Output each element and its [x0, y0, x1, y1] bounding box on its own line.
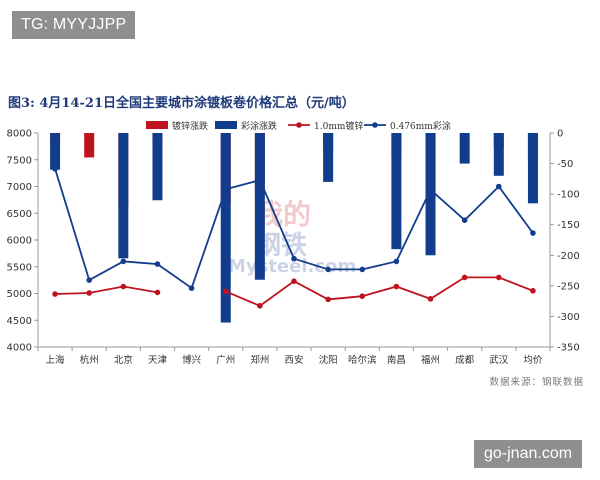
category-label: 均价 [523, 354, 543, 366]
legend-label: 0.476mm彩涂 [390, 120, 451, 132]
right-tick-label: -350 [557, 343, 580, 354]
legend-marker [296, 122, 302, 128]
galvanized-price-point [120, 283, 127, 290]
color-coated-change-bar [220, 133, 231, 323]
color-coated-price-point [427, 186, 434, 193]
color-coated-change-bar [118, 133, 129, 259]
color-coated-price-point [52, 166, 58, 172]
galvanized-price-point [154, 289, 161, 296]
galvanized-price-point [257, 303, 263, 309]
category-label: 福州 [421, 354, 440, 366]
legend-marker [372, 122, 378, 128]
category-label: 沈阳 [319, 354, 338, 366]
left-tick-label: 5000 [7, 289, 32, 300]
category-label: 天津 [148, 355, 168, 366]
galvanized-price-point [461, 274, 468, 281]
right-tick-label: -250 [557, 281, 580, 292]
category-label: 博兴 [182, 354, 201, 366]
color-coated-price-point [325, 266, 331, 273]
category-label: 北京 [114, 354, 133, 366]
right-tick-label: -100 [557, 190, 580, 201]
category-label: 南昌 [387, 354, 406, 366]
left-tick-label: 8000 [7, 129, 32, 140]
color-coated-price-point [393, 258, 400, 265]
data-source-note: 数据来源：钢联数据 [489, 377, 584, 388]
galvanized-price-line [55, 276, 534, 307]
left-tick-label: 7500 [7, 155, 32, 166]
color-coated-price-point [154, 261, 161, 267]
color-coated-change-bar [50, 133, 61, 170]
color-coated-price-point [359, 266, 366, 273]
category-label: 上海 [46, 354, 66, 366]
right-tick-label: -150 [557, 220, 580, 231]
color-coated-change-bar [527, 133, 538, 204]
galvanized-price-point [496, 274, 502, 281]
color-coated-price-point [86, 277, 92, 283]
left-tick-label: 4500 [7, 316, 32, 327]
category-label: 西安 [284, 354, 303, 366]
legend-swatch [215, 121, 237, 129]
galvanized-price-point [52, 291, 58, 297]
legend-label: 镀锌涨跌 [172, 120, 208, 132]
right-tick-label: -300 [557, 312, 580, 323]
color-coated-change-bar [493, 133, 504, 176]
color-coated-price-point [496, 183, 502, 190]
left-tick-label: 6000 [7, 236, 32, 247]
category-label: 广州 [216, 354, 235, 366]
axes: 4000 4500 5000 5500 6000 6500 7000 7500 8000 -350… [7, 129, 580, 367]
color-coated-change-bar [425, 133, 436, 256]
galvanized-price-point [222, 288, 229, 295]
color-coated-change-bar [391, 133, 402, 250]
galvanized-price-point [393, 283, 400, 290]
right-tick-label: -50 [557, 159, 573, 170]
left-tick-label: 7000 [7, 182, 32, 193]
left-tick-label: 4000 [7, 343, 32, 354]
galvanized-price-point [530, 288, 536, 294]
color-coated-price-point [188, 285, 195, 291]
watermark-tag: TG: MYYJJPP [12, 11, 136, 39]
category-label: 哈尔滨 [348, 354, 377, 366]
legend-swatch [146, 121, 168, 129]
category-label: 成都 [455, 354, 475, 366]
color-coated-price-point [530, 230, 536, 236]
color-coated-price-point [291, 255, 297, 262]
color-coated-change-bar [152, 133, 163, 201]
galvanized-change-bar [84, 133, 95, 158]
legend-label: 1.0mm镀锌 [314, 120, 363, 132]
color-coated-price-point [257, 177, 263, 183]
chart-title: 图3: 4月14-21日全国主要城市涂镀板卷价格汇总（元/吨） [8, 96, 355, 111]
legend: 镀锌涨跌 彩涂涨跌 1.0mm镀锌 0.476mm彩涂 [146, 120, 451, 132]
galvanized-price-point [359, 293, 366, 299]
color-coated-change-bar [323, 133, 334, 182]
legend-label: 彩涂涨跌 [241, 120, 277, 132]
color-coated-change-bar [459, 133, 470, 164]
right-tick-label: 0 [557, 129, 563, 140]
bars [50, 133, 538, 323]
galvanized-price-point [325, 296, 331, 303]
galvanized-price-point [86, 290, 92, 296]
site-watermark: go-jnan.com [474, 440, 583, 468]
category-label: 武汉 [489, 354, 509, 366]
color-coated-price-point [222, 186, 229, 192]
color-coated-price-point [461, 217, 468, 224]
galvanized-price-point [427, 296, 434, 302]
lines [52, 166, 536, 309]
galvanized-price-point [291, 278, 297, 284]
left-tick-label: 6500 [7, 209, 32, 220]
right-tick-label: -200 [557, 251, 580, 262]
category-label: 杭州 [80, 354, 99, 366]
color-coated-price-point [120, 258, 127, 265]
color-coated-change-bar [254, 133, 265, 280]
chart-watermark: 我的 钢铁 Mysteel.com [228, 198, 356, 277]
left-tick-label: 5500 [7, 262, 32, 273]
category-label: 郑州 [250, 354, 269, 366]
